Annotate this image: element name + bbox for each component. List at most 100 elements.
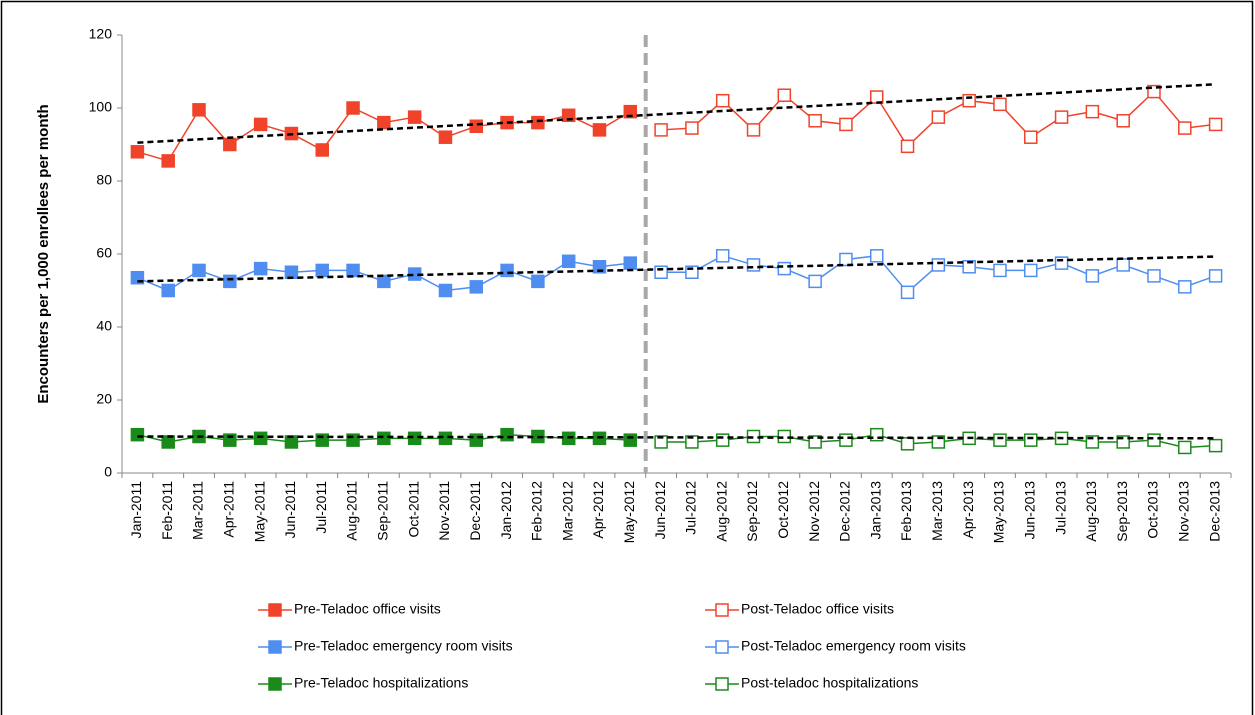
x-tick-label: Oct-2011 [405,481,421,538]
legend-label: Post-teladoc hospitalizations [741,675,918,691]
marker [253,431,268,446]
x-tick-label: Nov-2013 [1175,481,1191,542]
x-tick-label: May-2013 [991,481,1007,543]
marker [654,265,668,279]
marker [900,437,915,451]
x-tick-label: May-2012 [621,481,637,543]
marker [1208,438,1223,453]
marker [130,427,145,442]
marker [346,101,360,115]
marker [839,433,853,447]
marker [161,154,175,168]
x-tick-label: Dec-2013 [1206,481,1222,542]
marker [808,435,822,449]
marker [715,93,730,108]
marker [869,249,884,263]
x-tick-label: Feb-2012 [529,481,545,541]
y-tick-label: 60 [96,245,112,261]
y-tick-label: 120 [89,26,113,42]
x-tick-label: Jul-2012 [683,481,699,535]
marker [1116,114,1130,128]
marker [1024,130,1038,144]
marker [500,263,514,278]
marker [623,104,638,119]
y-axis-title: Encounters per 1,000 enrollees per month [35,104,52,403]
marker [592,123,607,137]
marker [685,435,699,449]
y-tick-label: 80 [96,172,112,188]
marker [623,433,638,447]
marker [654,123,668,137]
marker [993,263,1007,278]
marker [1116,258,1130,272]
legend-label: Post-Teladoc office visits [741,601,894,617]
x-tick-label: Oct-2013 [1145,481,1161,539]
x-tick-label: Oct-2012 [775,481,791,539]
marker [839,252,853,267]
marker [1178,440,1192,455]
marker [346,263,360,278]
marker [1147,269,1161,283]
marker [130,145,145,159]
marker [469,119,484,133]
marker [377,431,391,446]
marker [1178,121,1192,135]
marker [808,114,822,128]
x-tick-label: Aug-2013 [1083,481,1099,542]
marker [1085,269,1100,283]
y-tick-label: 100 [89,99,113,115]
marker [654,435,668,449]
marker [777,88,792,102]
marker [438,130,453,144]
marker [993,433,1007,447]
marker [561,254,576,269]
x-tick-label: Apr-2013 [960,481,976,539]
legend-label: Pre-Teladoc emergency room visits [294,638,513,654]
x-tick-label: Sep-2011 [375,481,391,541]
marker [808,274,822,289]
trend-line [137,83,1216,144]
marker [1085,104,1100,119]
x-tick-label: Jul-2011 [313,481,329,534]
x-tick-label: Feb-2013 [898,481,914,541]
legend-marker [715,603,729,617]
legend-label: Pre-Teladoc office visits [294,601,441,617]
x-tick-label: Apr-2012 [590,481,606,539]
x-tick-label: Sep-2012 [744,481,760,542]
marker [377,274,391,289]
marker [192,263,206,278]
x-tick-label: Aug-2011 [344,481,360,541]
x-tick-label: Dec-2011 [467,481,483,541]
legend-label: Pre-Teladoc hospitalizations [294,675,468,691]
x-tick-label: Jan-2013 [867,481,883,540]
x-tick-label: Aug-2012 [713,481,729,542]
marker [1024,263,1038,278]
x-tick-label: May-2011 [251,481,267,542]
marker [469,280,484,294]
marker [407,431,422,446]
legend-label: Post-Teladoc emergency room visits [741,638,966,654]
marker [931,258,946,272]
marker [1208,117,1223,132]
marker [685,121,699,135]
marker [407,110,422,124]
marker [1178,280,1192,294]
marker [161,283,175,298]
marker [377,115,391,130]
x-tick-label: Apr-2011 [221,481,237,538]
x-tick-label: Feb-2011 [159,481,175,540]
marker [715,249,730,263]
marker [315,263,329,278]
x-tick-label: Jun-2013 [1021,481,1037,540]
marker [993,97,1007,112]
marker [746,123,761,137]
marker [531,115,545,130]
marker [253,117,268,132]
x-tick-label: Mar-2013 [929,481,945,541]
marker [839,117,853,132]
marker [192,103,206,117]
x-tick-label: Nov-2011 [436,481,452,541]
